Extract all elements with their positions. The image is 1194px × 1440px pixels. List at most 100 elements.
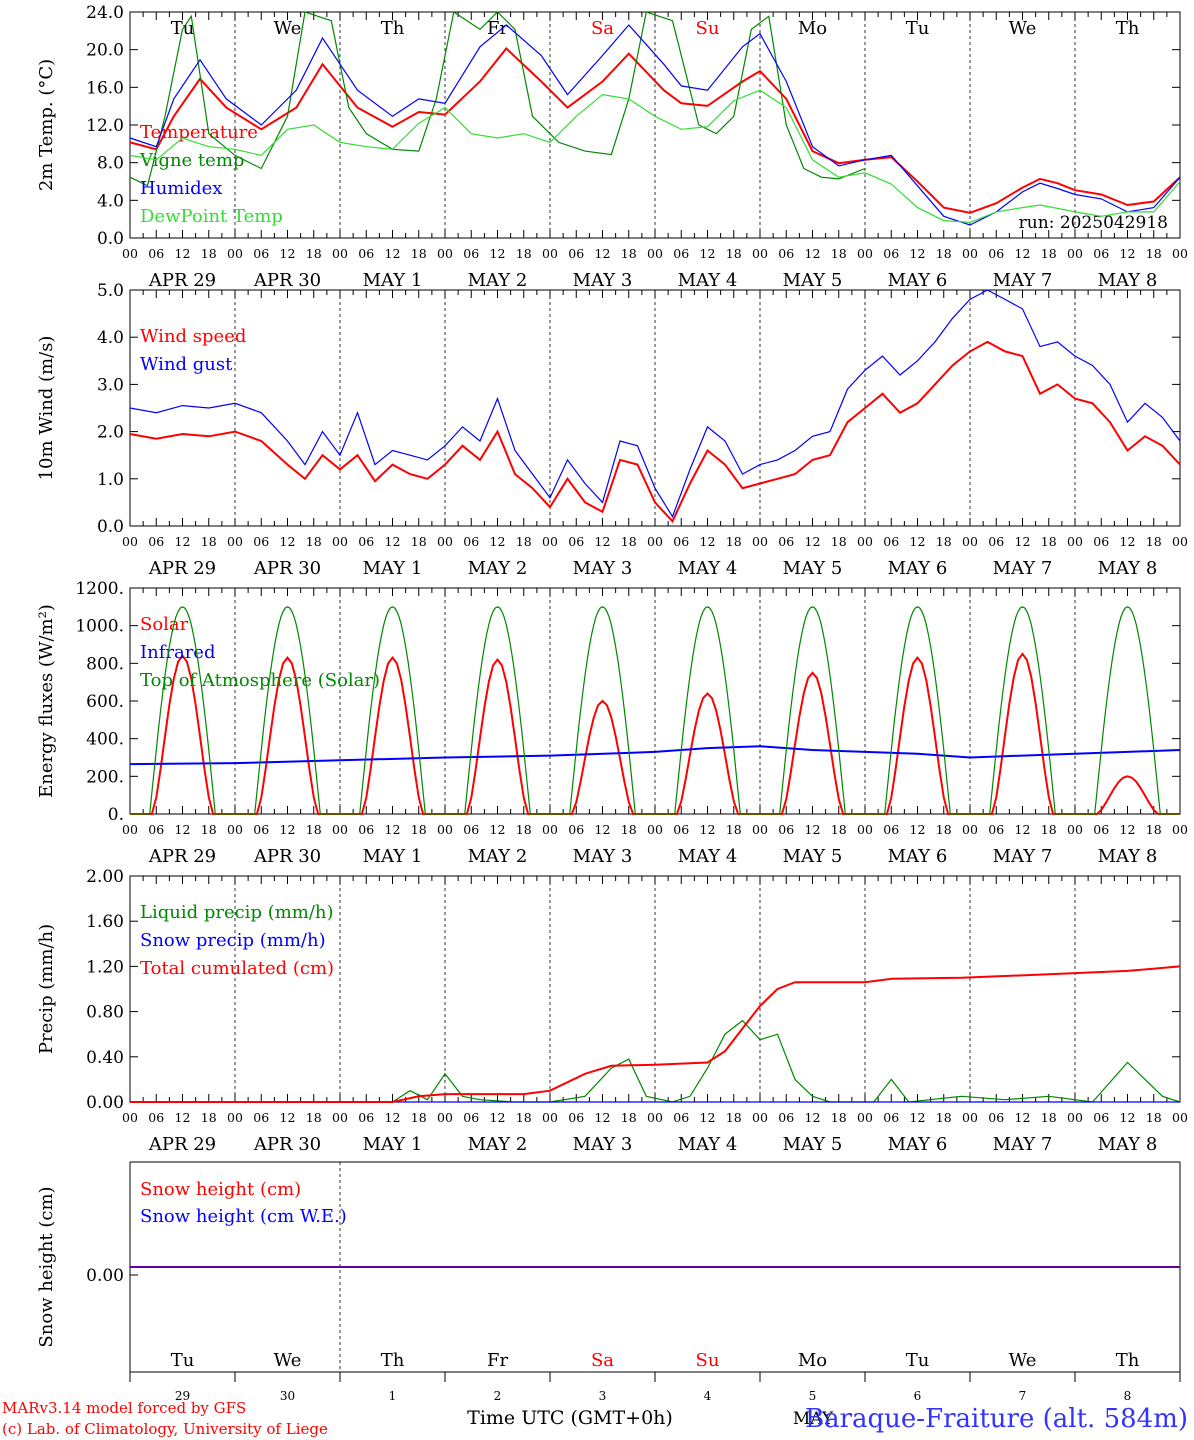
y-tick-label: 24.0 [86, 3, 124, 23]
hour-tick-label: 12 [700, 1110, 716, 1125]
y-tick-label: 0.0 [97, 517, 124, 537]
day-date-label: MAY 2 [468, 270, 528, 291]
hour-tick-label: 06 [463, 246, 479, 261]
hour-tick-label: 18 [411, 1110, 427, 1125]
hour-tick-label: 12 [490, 534, 506, 549]
hour-tick-label: 18 [201, 534, 217, 549]
y-tick-label: 1.60 [86, 912, 124, 932]
hour-tick-label: 00 [752, 1110, 768, 1125]
hour-tick-label: 12 [805, 1110, 821, 1125]
hour-tick-label: 18 [516, 246, 532, 261]
run-label: run: 2025042918 [1019, 213, 1168, 233]
hour-tick-label: 18 [516, 534, 532, 549]
series-line [129, 340, 1181, 524]
day-name-label: Tu [906, 1350, 930, 1371]
hour-tick-label: 00 [857, 1110, 873, 1125]
series-line [129, 745, 1181, 766]
hour-tick-label: 12 [385, 822, 401, 837]
hour-tick-label: 12 [490, 1110, 506, 1125]
day-date-label: MAY 2 [468, 1134, 528, 1155]
hour-tick-label: 18 [936, 1110, 952, 1125]
day-date-label: MAY 8 [1098, 1134, 1158, 1155]
y-tick-label: 1.20 [86, 957, 124, 977]
day-date-label: MAY 8 [1098, 558, 1158, 579]
hour-tick-label: 00 [962, 534, 978, 549]
hour-tick-label: 12 [280, 246, 296, 261]
hour-tick-label: 00 [122, 534, 138, 549]
hour-tick-label: 18 [1146, 822, 1162, 837]
hour-tick-label: 18 [201, 1110, 217, 1125]
station-title: Baraque-Fraiture (alt. 584m) [805, 1404, 1188, 1434]
day-date-label: MAY 7 [993, 846, 1053, 867]
hour-tick-label: 06 [148, 822, 164, 837]
hour-tick-label: 00 [437, 1110, 453, 1125]
hour-tick-label: 12 [1120, 822, 1136, 837]
hour-tick-label: 00 [857, 534, 873, 549]
hour-tick-label: 00 [1172, 246, 1188, 261]
hour-tick-label: 12 [1120, 246, 1136, 261]
hour-tick-label: 18 [726, 534, 742, 549]
hour-tick-label: 06 [778, 1110, 794, 1125]
hour-tick-label: 00 [1067, 246, 1083, 261]
series-line [129, 24, 1181, 226]
series-line [130, 1019, 1181, 1103]
hour-tick-label: 06 [883, 246, 899, 261]
hour-tick-label: 00 [1067, 822, 1083, 837]
day-number-label: 4 [704, 1389, 712, 1403]
day-date-label: APR 29 [148, 846, 216, 867]
hour-tick-label: 00 [962, 822, 978, 837]
hour-tick-label: 00 [1172, 534, 1188, 549]
hour-tick-label: 06 [253, 822, 269, 837]
hour-tick-label: 18 [1041, 246, 1057, 261]
hour-tick-label: 00 [332, 534, 348, 549]
hour-tick-label: 12 [175, 822, 191, 837]
hour-tick-label: 06 [1093, 534, 1109, 549]
hour-tick-label: 06 [358, 534, 374, 549]
hour-tick-label: 12 [175, 534, 191, 549]
panel-5: 0.00 Snow height (cm) Tu We Th Fr Sa Su Mo Tu We Th… [36, 1161, 1181, 1403]
hour-tick-label: 06 [463, 822, 479, 837]
hour-tick-label: 12 [1120, 534, 1136, 549]
hour-tick-label: 00 [437, 534, 453, 549]
hour-tick-label: 00 [1067, 1110, 1083, 1125]
hour-tick-label: 00 [647, 534, 663, 549]
hour-tick-label: 18 [936, 822, 952, 837]
hour-tick-label: 18 [201, 822, 217, 837]
hour-tick-label: 12 [910, 246, 926, 261]
hour-tick-label: 06 [253, 534, 269, 549]
hour-tick-label: 00 [647, 246, 663, 261]
y-tick-label: 8.0 [97, 154, 124, 174]
series-line [129, 11, 866, 187]
hour-tick-label: 06 [673, 246, 689, 261]
y-tick-label: 0.40 [86, 1048, 124, 1068]
hour-tick-label: 12 [805, 534, 821, 549]
hour-tick-label: 12 [700, 822, 716, 837]
day-date-label: MAY 7 [993, 1134, 1053, 1155]
hour-tick-label: 00 [752, 534, 768, 549]
hour-tick-label: 00 [437, 246, 453, 261]
hour-tick-label: 06 [1093, 246, 1109, 261]
panel-1: 0.0 4.0 8.0 12.0 16.0 20.0 24.0 2m Temp. (°C) 00… [36, 3, 1188, 291]
day-name-label: We [1009, 1350, 1037, 1371]
y-tick-label: 1000. [75, 617, 124, 637]
hour-tick-label: 06 [358, 822, 374, 837]
legend-entry: Humidex [140, 178, 222, 199]
y-tick-label: 2.0 [97, 423, 124, 443]
hour-tick-label: 18 [516, 822, 532, 837]
day-date-label: MAY 5 [783, 846, 843, 867]
hour-tick-label: 12 [280, 534, 296, 549]
hour-tick-label: 00 [227, 822, 243, 837]
hour-tick-label: 18 [1146, 534, 1162, 549]
day-date-label: APR 29 [148, 270, 216, 291]
day-name-label: Th [381, 1350, 405, 1371]
day-name-label: Mo [798, 1350, 827, 1371]
hour-tick-label: 18 [831, 822, 847, 837]
hour-tick-label: 06 [883, 534, 899, 549]
y-axis-label: Snow height (cm) [36, 1186, 57, 1347]
series-line [130, 606, 1180, 815]
hour-tick-label: 18 [1146, 246, 1162, 261]
hour-tick-label: 12 [280, 1110, 296, 1125]
hour-tick-label: 00 [962, 1110, 978, 1125]
y-tick-label: 3.0 [97, 375, 124, 395]
